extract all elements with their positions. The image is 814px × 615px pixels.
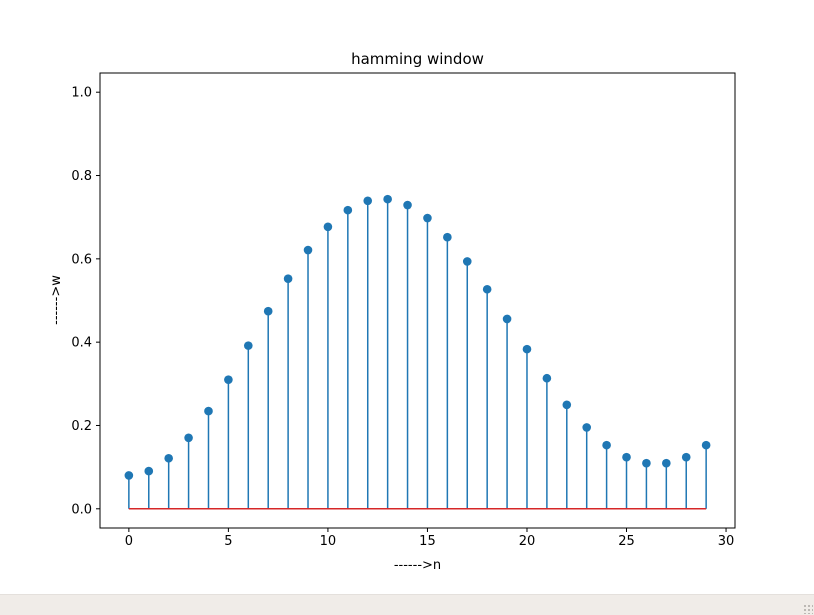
stem-marker: [522, 344, 532, 354]
x-tick-label: 25: [618, 534, 635, 549]
x-tick-label: 0: [125, 534, 133, 549]
status-bar: [0, 594, 814, 615]
stem-marker: [423, 213, 432, 223]
stem-marker: [184, 433, 193, 443]
y-tick-label: 0.6: [71, 252, 92, 267]
stem-marker: [602, 440, 611, 450]
y-tick-label: 0.0: [71, 502, 92, 517]
stem-marker: [542, 373, 552, 383]
y-axis-label: ------>w: [49, 275, 64, 325]
stem-marker: [343, 205, 353, 215]
stem-marker: [383, 194, 392, 204]
stem-marker: [701, 440, 711, 450]
resize-grip-icon[interactable]: [803, 604, 813, 614]
x-tick-label: 30: [718, 534, 735, 549]
y-tick-label: 1.0: [71, 86, 92, 101]
y-tick-label: 0.8: [71, 169, 92, 184]
x-axis-label: ------>n: [394, 558, 441, 573]
x-tick-label: 5: [224, 534, 232, 549]
x-tick-label: 10: [320, 534, 337, 549]
x-tick-label: 20: [519, 534, 536, 549]
chart-figure: hamming window 0 5 10 15 20 25 30 0.0 0.2 0.4 0.6…: [49, 50, 736, 573]
stem-marker: [144, 466, 154, 476]
stem-marker: [681, 452, 691, 462]
stem-marker: [642, 458, 651, 468]
x-tick-label: 15: [419, 534, 436, 549]
stem-marker: [224, 375, 233, 384]
stem-marker: [502, 314, 512, 324]
stem-marker: [303, 245, 313, 255]
stem-marker: [204, 406, 213, 416]
y-tick-label: 0.2: [71, 419, 92, 434]
x-axis-ticks: 0 5 10 15 20 25 30: [125, 528, 735, 549]
stem-marker: [462, 257, 472, 266]
stem-marker: [263, 306, 273, 316]
stem-marker: [582, 423, 592, 432]
stem-marker: [443, 232, 452, 242]
stem-marker: [363, 196, 373, 206]
stem-marker: [124, 471, 134, 480]
stem-marker: [482, 284, 492, 294]
stem-marker: [283, 274, 293, 284]
stem-lines: [128, 199, 707, 509]
stem-marker: [662, 458, 671, 468]
stem-marker: [622, 452, 631, 462]
stem-marker: [243, 341, 253, 350]
stem-marker: [403, 200, 412, 210]
stem-marker: [562, 400, 572, 410]
y-axis-ticks: 0.0 0.2 0.4 0.6 0.8 1.0: [71, 86, 100, 517]
axes-frame: [99, 72, 736, 529]
y-tick-label: 0.4: [71, 336, 92, 351]
chart-svg: hamming window 0 5 10 15 20 25 30 0.0 0.2 0.4 0.6…: [49, 50, 736, 573]
stem-marker: [323, 222, 333, 232]
stem-markers: [124, 194, 711, 480]
stem-marker: [164, 453, 173, 463]
chart-title: hamming window: [351, 50, 484, 68]
